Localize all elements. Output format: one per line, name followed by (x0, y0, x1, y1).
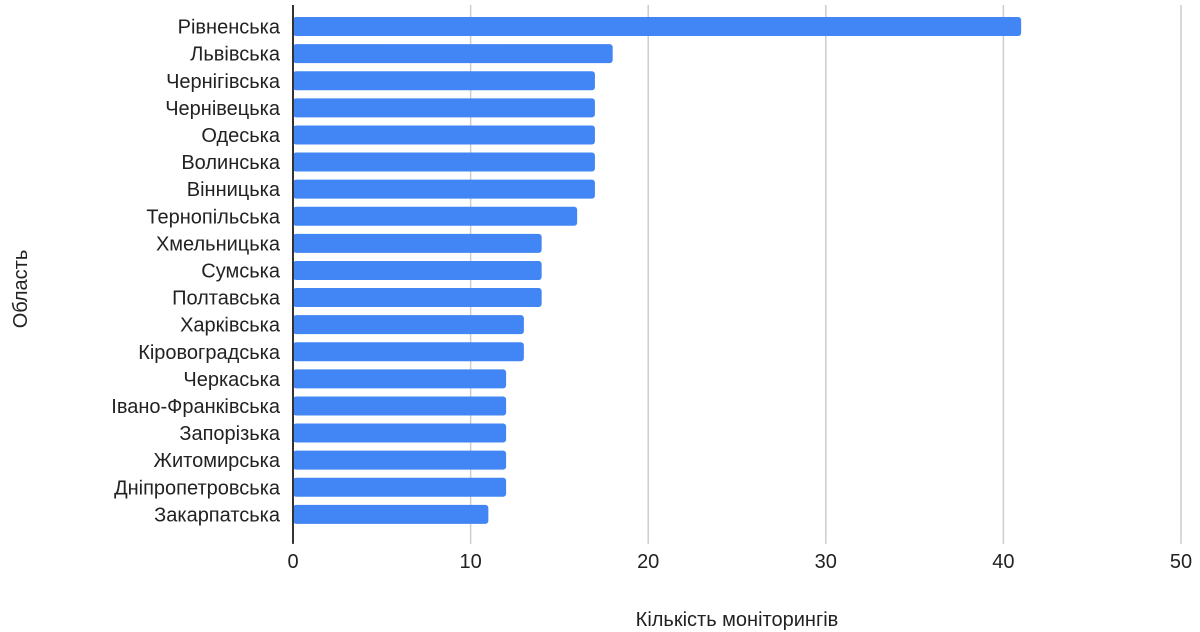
category-label: Чернівецька (165, 98, 281, 120)
x-axis-title: Кількість моніторингів (636, 609, 839, 631)
category-label: Тернопільська (146, 206, 280, 228)
category-label: Чернігівська (166, 71, 281, 93)
category-label: Волинська (181, 152, 281, 174)
category-label: Харківська (180, 315, 281, 337)
bar (293, 288, 542, 308)
x-tick-label: 40 (992, 551, 1014, 573)
bar (293, 44, 613, 64)
category-labels: Рівненська Львівська Чернігівська Чернівець… (111, 17, 281, 527)
category-label: Запорізька (179, 423, 281, 445)
y-axis-title: Область (10, 250, 32, 329)
category-label: Черкаська (183, 369, 280, 391)
x-tick-labels: 0 10 20 30 40 50 (287, 551, 1192, 573)
bar (293, 17, 1022, 37)
bars (293, 17, 1022, 524)
category-label: Сумська (201, 260, 281, 282)
category-label: Дніпропетровська (114, 477, 281, 499)
category-label: Рівненська (178, 17, 281, 39)
category-label: Вінницька (187, 179, 281, 201)
bar (293, 369, 507, 389)
category-label: Закарпатська (154, 504, 281, 526)
x-tick-label: 30 (815, 551, 837, 573)
bar (293, 179, 595, 199)
category-label: Кіровоградська (138, 342, 281, 364)
category-label: Львівська (190, 44, 281, 66)
category-label: Хмельницька (156, 233, 281, 255)
bar (293, 396, 507, 416)
bar (293, 315, 524, 335)
category-label: Івано-Франківська (111, 396, 281, 418)
bar (293, 98, 595, 118)
bar (293, 206, 578, 226)
bar (293, 260, 542, 280)
bar (293, 423, 507, 443)
bar (293, 504, 489, 524)
x-tick-label: 0 (287, 551, 298, 573)
bar (293, 233, 542, 253)
category-label: Одеська (201, 125, 281, 147)
bar (293, 71, 595, 91)
category-label: Полтавська (172, 288, 281, 310)
x-tick-label: 10 (459, 551, 481, 573)
x-tick-label: 50 (1170, 551, 1192, 573)
category-label: Житомирська (154, 450, 281, 472)
bar (293, 342, 524, 362)
bar (293, 152, 595, 172)
x-tick-label: 20 (637, 551, 659, 573)
bar (293, 125, 595, 145)
bar (293, 450, 507, 470)
bar (293, 477, 507, 497)
